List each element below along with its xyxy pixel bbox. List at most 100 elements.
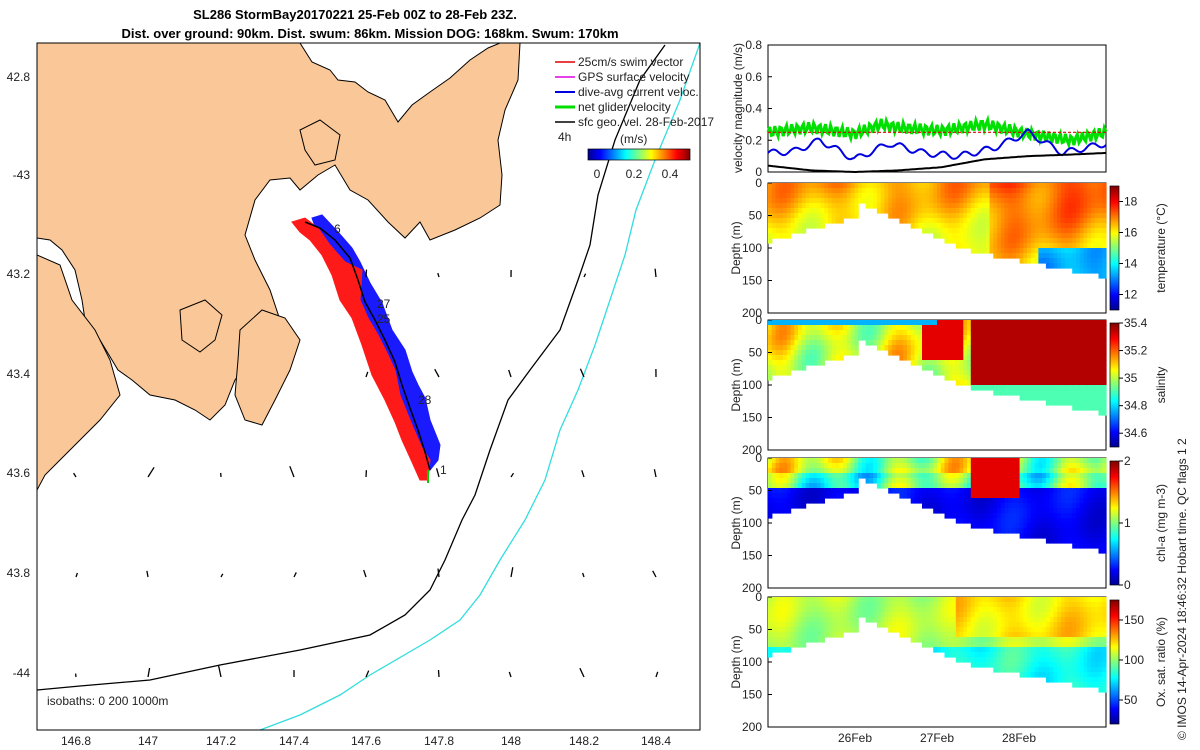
heatmap-cell bbox=[775, 468, 780, 474]
heatmap-cell bbox=[1098, 395, 1103, 401]
heatmap-cell bbox=[1102, 597, 1107, 603]
heatmap-cell bbox=[801, 188, 807, 194]
heatmap-cell bbox=[1019, 390, 1024, 396]
heatmap-cell bbox=[974, 612, 979, 618]
heatmap-cell bbox=[1038, 602, 1043, 608]
heatmap-cell bbox=[993, 365, 998, 371]
heatmap-cell bbox=[1068, 488, 1073, 494]
ytick-label: 50 bbox=[749, 346, 763, 360]
heatmap-cell bbox=[854, 193, 859, 199]
heatmap-cell bbox=[1045, 667, 1051, 673]
heatmap-cell bbox=[1083, 243, 1088, 249]
heatmap-cell bbox=[1064, 483, 1070, 489]
heatmap-cell bbox=[813, 632, 818, 638]
heatmap-cell bbox=[828, 198, 833, 204]
heatmap-cell bbox=[1015, 617, 1021, 623]
heatmap-cell bbox=[1083, 320, 1088, 326]
heatmap-cell bbox=[933, 193, 938, 199]
heatmap-cell bbox=[1064, 253, 1070, 259]
heatmap-cell bbox=[985, 213, 991, 219]
heatmap-cell bbox=[1023, 473, 1028, 479]
heatmap-cell bbox=[903, 597, 908, 603]
heatmap-cell bbox=[907, 193, 912, 199]
heatmap-cell bbox=[940, 360, 946, 366]
heatmap-cell bbox=[1098, 198, 1103, 204]
heatmap-cell bbox=[1091, 203, 1096, 209]
heatmap-cell bbox=[989, 203, 994, 209]
heatmap-cell bbox=[1057, 483, 1062, 489]
heatmap-cell bbox=[1008, 385, 1013, 391]
heatmap-cell bbox=[1057, 208, 1062, 214]
heatmap-cell bbox=[1023, 508, 1028, 514]
heatmap-cell bbox=[1068, 340, 1073, 346]
heatmap-cell bbox=[798, 198, 803, 204]
heatmap-cell bbox=[967, 330, 972, 336]
heatmap-cell bbox=[1076, 538, 1081, 544]
heatmap-cell bbox=[1023, 213, 1028, 219]
heatmap-cell bbox=[1068, 637, 1073, 643]
heatmap-cell bbox=[1079, 662, 1085, 668]
heatmap-cell bbox=[933, 335, 938, 341]
heatmap-cell bbox=[1019, 483, 1024, 489]
heatmap-cell bbox=[970, 523, 976, 529]
heatmap-cell bbox=[1087, 243, 1092, 249]
heatmap-cell bbox=[1000, 335, 1006, 341]
heatmap-cell bbox=[989, 243, 994, 249]
heatmap-cell bbox=[1094, 375, 1100, 381]
heatmap-cell bbox=[1045, 488, 1051, 494]
heatmap-cell bbox=[933, 503, 938, 509]
heatmap-cell bbox=[1012, 657, 1017, 663]
heatmap-cell bbox=[1064, 380, 1070, 386]
heatmap-cell bbox=[779, 188, 784, 194]
heatmap-cell bbox=[1030, 375, 1036, 381]
heatmap-cell bbox=[1087, 365, 1092, 371]
heatmap-cell bbox=[970, 340, 976, 346]
heatmap-cell bbox=[858, 468, 863, 474]
heatmap-cell bbox=[1049, 627, 1055, 633]
lon-tick: 147 bbox=[138, 734, 158, 748]
heatmap-cell bbox=[970, 627, 976, 633]
heatmap-cell bbox=[925, 498, 931, 504]
heatmap-cell bbox=[1083, 523, 1088, 529]
time-axis: 26Feb 27Feb 28Feb bbox=[838, 731, 1036, 745]
heatmap-cell bbox=[1072, 488, 1077, 494]
heatmap-cell bbox=[1027, 493, 1032, 499]
heatmap-cell bbox=[1045, 493, 1051, 499]
heatmap-cell bbox=[1023, 513, 1028, 519]
heatmap-cell bbox=[1049, 637, 1055, 643]
heatmap-cell bbox=[1000, 385, 1006, 391]
heatmap-cell bbox=[839, 483, 844, 489]
heatmap-cell bbox=[978, 637, 983, 643]
heatmap-cell bbox=[813, 627, 818, 633]
heatmap-cell bbox=[1008, 632, 1013, 638]
heatmap-cell bbox=[816, 612, 822, 618]
heatmap-cell bbox=[1053, 622, 1058, 628]
heatmap-cell bbox=[1004, 360, 1009, 366]
heatmap-cell bbox=[880, 198, 886, 204]
heatmap-cell bbox=[1068, 503, 1073, 509]
speed-colorbar bbox=[587, 148, 691, 161]
heatmap-cell bbox=[899, 597, 904, 603]
heatmap-cell bbox=[963, 647, 968, 653]
heatmap-cell bbox=[1087, 258, 1092, 264]
heatmap-cell bbox=[1034, 498, 1039, 504]
heatmap-cell bbox=[1068, 642, 1073, 648]
heatmap-cell bbox=[1068, 188, 1073, 194]
velocity-series-line bbox=[767, 151, 1107, 173]
heatmap-cell bbox=[970, 218, 976, 224]
heatmap-cell bbox=[888, 458, 893, 464]
heatmap-cell bbox=[816, 458, 822, 464]
heatmap-cell bbox=[993, 218, 998, 224]
heatmap-cell bbox=[948, 183, 953, 189]
heatmap-cell bbox=[1045, 203, 1051, 209]
heatmap-cell bbox=[783, 597, 788, 603]
heatmap-cell bbox=[1083, 365, 1088, 371]
heatmap-cell bbox=[1030, 528, 1036, 534]
lat-tick: -44 bbox=[13, 666, 31, 680]
heatmap-cell bbox=[1064, 400, 1070, 406]
heatmap-cell bbox=[790, 622, 795, 628]
heatmap-cell bbox=[1053, 518, 1058, 524]
heatmap-cell bbox=[1019, 350, 1024, 356]
heatmap-cell bbox=[771, 458, 777, 464]
heatmap-cell bbox=[914, 498, 919, 504]
